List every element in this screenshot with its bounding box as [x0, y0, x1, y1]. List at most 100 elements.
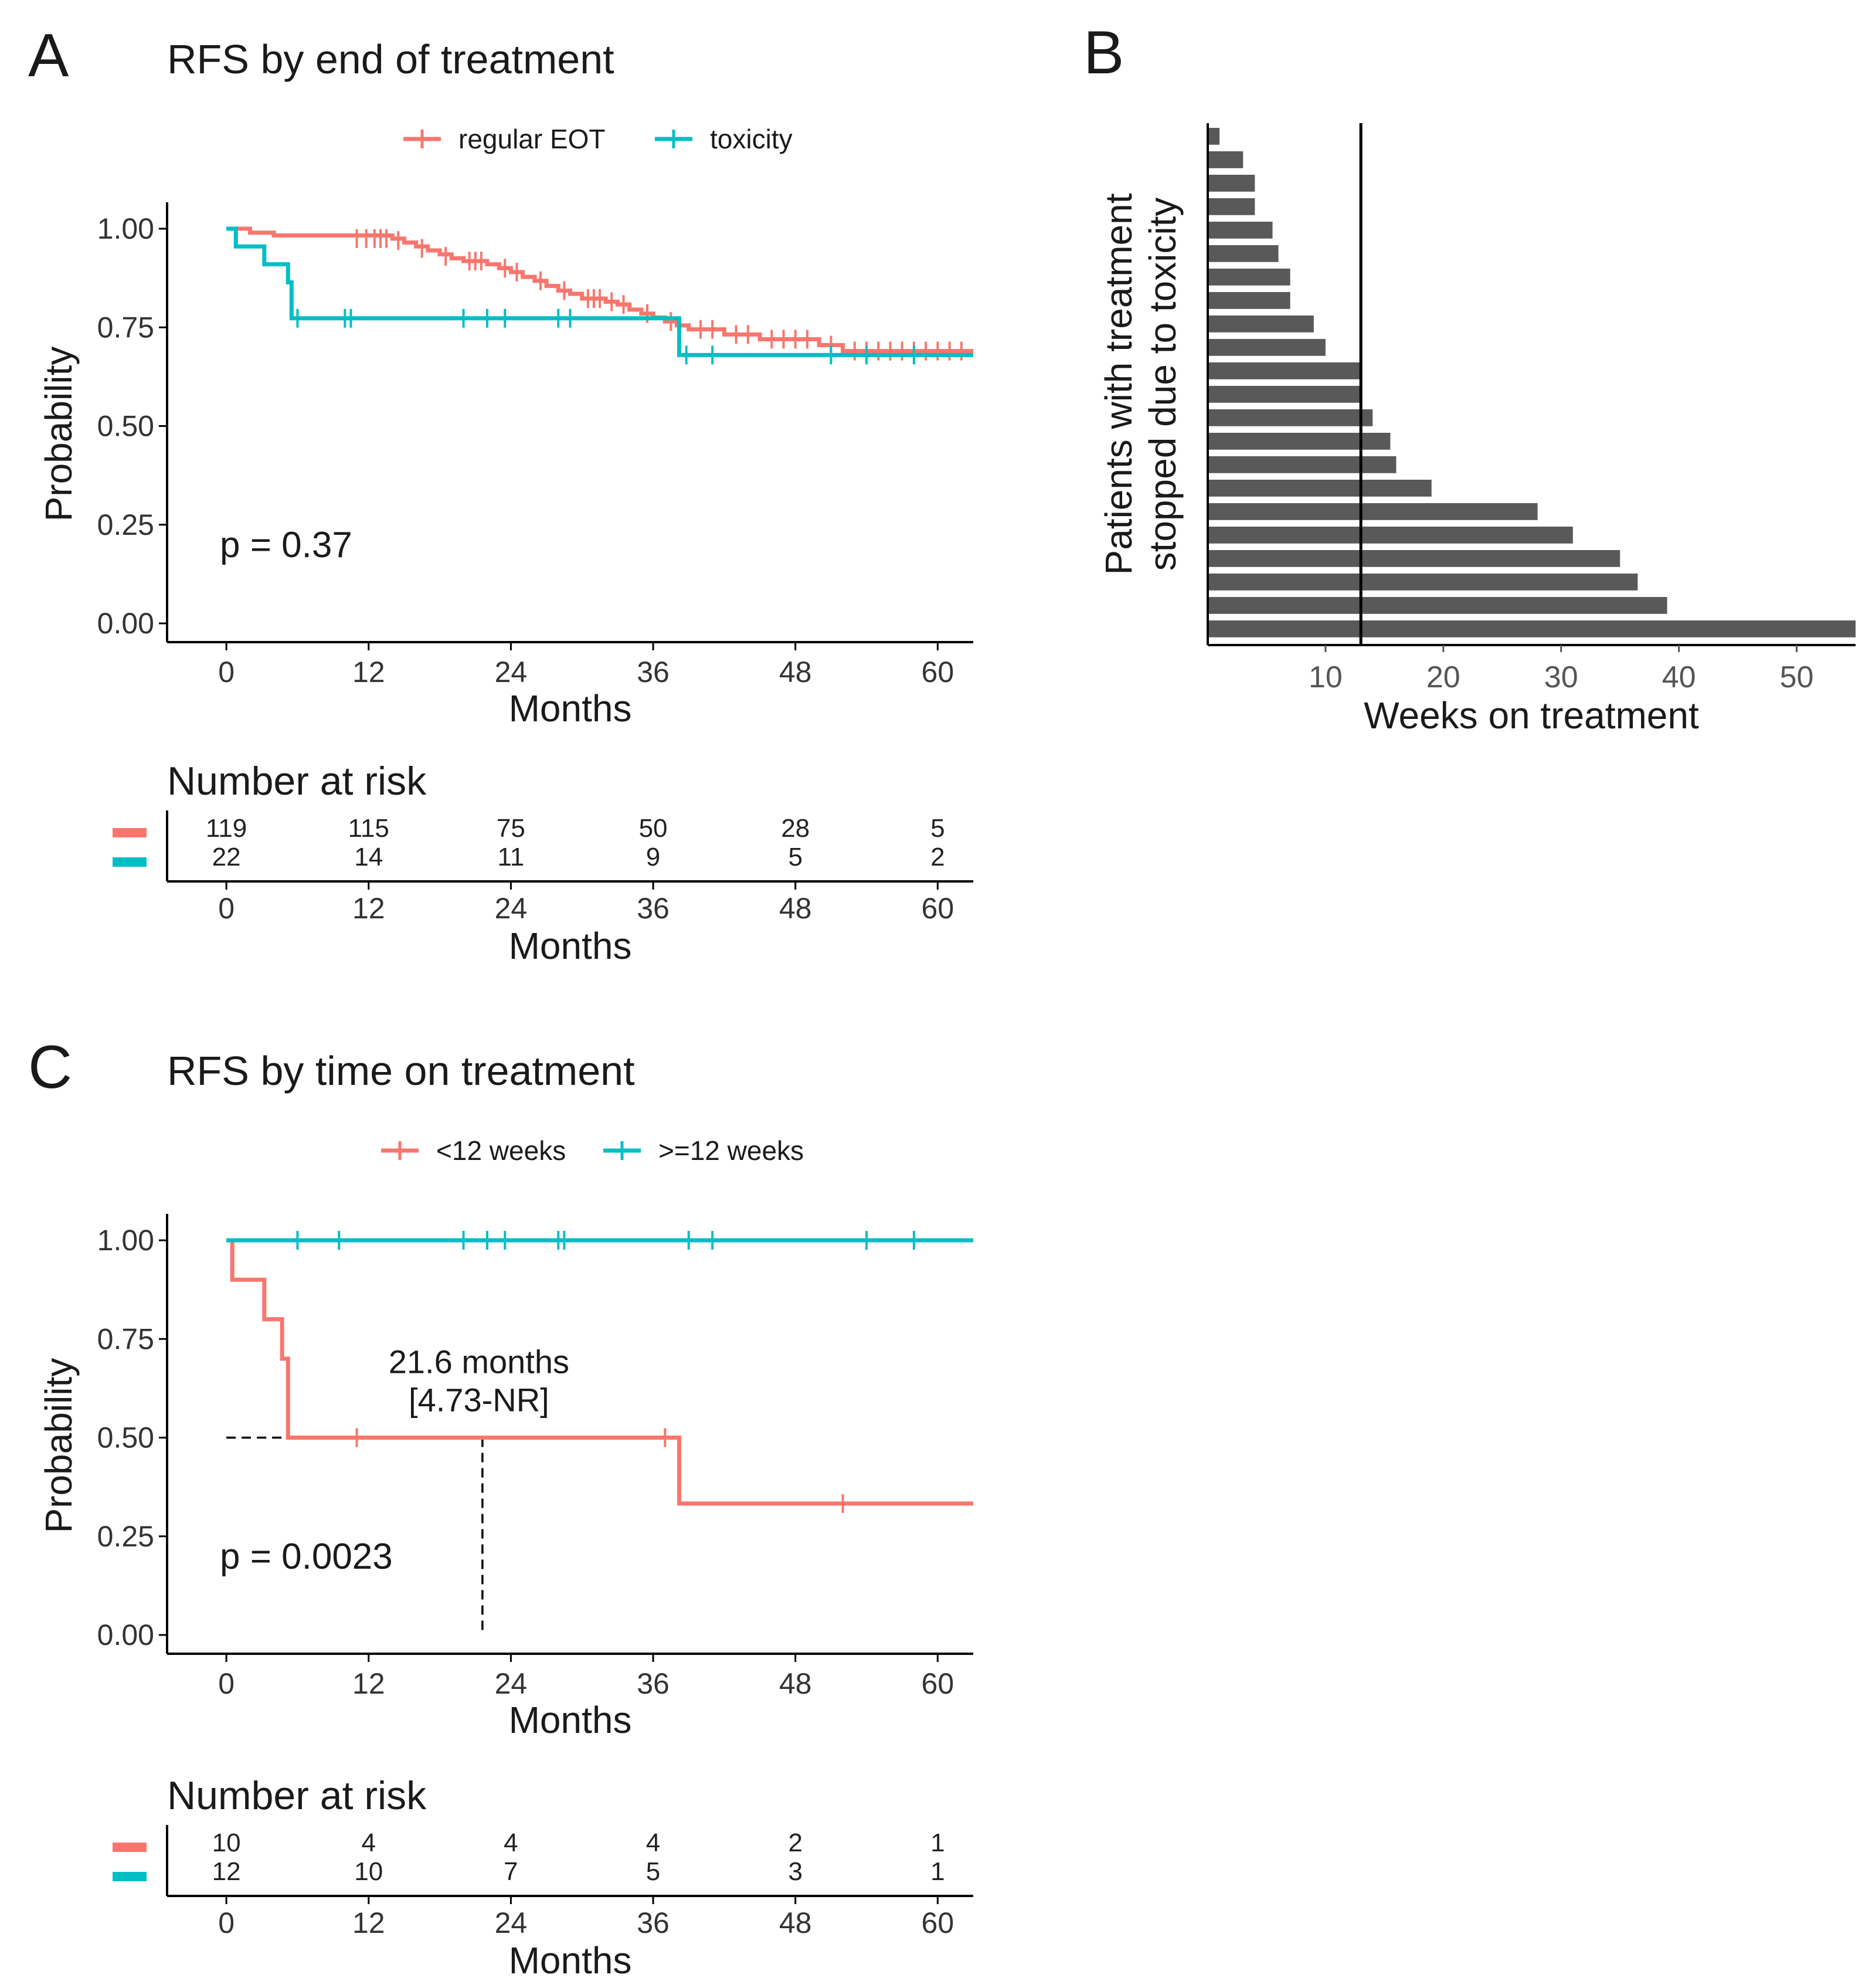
risk-x-tick-label: 60 — [922, 892, 954, 925]
bar — [1208, 386, 1361, 403]
panel-letter: C — [28, 1033, 72, 1101]
x-tick-label: 12 — [352, 656, 385, 688]
x-tick-label: 60 — [922, 1667, 954, 1700]
risk-row-key — [113, 828, 147, 837]
risk-table-title: Number at risk — [167, 759, 427, 803]
x-tick-label: 0 — [218, 656, 235, 688]
risk-count: 50 — [639, 814, 668, 843]
risk-count: 7 — [504, 1857, 518, 1886]
y-axis-title: Probability — [38, 347, 80, 522]
risk-x-axis-title: Months — [509, 1939, 632, 1982]
bar — [1208, 198, 1255, 215]
risk-x-tick-label: 24 — [495, 1906, 528, 1939]
risk-row-key — [113, 1843, 147, 1852]
x-tick-label: 50 — [1780, 660, 1814, 694]
risk-x-tick-label: 12 — [352, 892, 385, 925]
x-axis-title: Weeks on treatment — [1364, 694, 1699, 737]
risk-count: 2 — [788, 1828, 802, 1857]
risk-count: 4 — [504, 1828, 518, 1857]
risk-x-tick-label: 24 — [495, 892, 528, 925]
risk-count: 119 — [206, 814, 247, 843]
panel-a: A RFS by end of treatment regular EOT toxic… — [28, 22, 973, 967]
bar — [1208, 597, 1667, 614]
km-curve-regular-eot — [226, 226, 973, 354]
bar — [1208, 222, 1273, 239]
risk-x-tick-label: 0 — [218, 1906, 235, 1939]
x-tick-label: 48 — [779, 1667, 812, 1700]
panel-letter: A — [28, 22, 69, 90]
risk-x-tick-label: 36 — [637, 892, 670, 925]
risk-count: 22 — [212, 843, 241, 871]
bar — [1208, 527, 1573, 544]
x-tick-label: 0 — [218, 1667, 235, 1700]
risk-x-axis-title: Months — [509, 925, 632, 967]
x-tick-label: 60 — [922, 656, 954, 688]
x-tick-label: 20 — [1426, 660, 1460, 694]
bar — [1208, 620, 1856, 637]
median-ci-label: [4.73-NR] — [409, 1382, 549, 1419]
panel-title: RFS by end of treatment — [167, 36, 614, 82]
bar — [1208, 409, 1373, 426]
risk-count: 3 — [788, 1857, 802, 1886]
legend-label: regular EOT — [458, 124, 606, 154]
legend: <12 weeks >=12 weeks — [381, 1135, 804, 1166]
risk-x-tick-label: 60 — [922, 1906, 954, 1939]
risk-count: 115 — [348, 814, 389, 843]
y-tick-label: 0.50 — [97, 1422, 154, 1454]
risk-x-tick-label: 0 — [218, 892, 235, 925]
panel-letter: B — [1083, 19, 1124, 87]
p-value: p = 0.0023 — [220, 1536, 393, 1577]
bar — [1208, 362, 1361, 379]
x-tick-label: 24 — [495, 1667, 528, 1700]
y-tick-label: 0.00 — [97, 1619, 154, 1651]
bar — [1208, 503, 1538, 520]
bar — [1208, 339, 1326, 356]
legend-label: <12 weeks — [436, 1135, 566, 1166]
risk-count: 1 — [930, 1857, 945, 1886]
x-tick-label: 36 — [637, 1667, 670, 1700]
risk-count: 5 — [930, 814, 945, 843]
bar — [1208, 245, 1279, 262]
risk-x-tick-label: 48 — [779, 892, 812, 925]
bar — [1208, 550, 1620, 567]
legend-label: >=12 weeks — [658, 1135, 804, 1166]
bar — [1208, 269, 1290, 286]
y-tick-label: 0.75 — [97, 311, 154, 344]
x-tick-label: 40 — [1662, 660, 1696, 694]
risk-count: 5 — [788, 843, 802, 871]
risk-x-tick-label: 36 — [637, 1906, 670, 1939]
y-tick-label: 1.00 — [97, 1224, 154, 1257]
panel-c: C RFS by time on treatment <12 weeks >=12 w… — [28, 1033, 973, 1982]
km-curve-toxicity — [226, 226, 973, 357]
risk-count: 10 — [212, 1828, 241, 1857]
bar — [1208, 128, 1220, 145]
bar — [1208, 433, 1391, 450]
legend: regular EOT toxicity — [403, 124, 793, 154]
x-tick-label: 10 — [1309, 660, 1343, 694]
bar — [1208, 292, 1290, 309]
risk-count: 4 — [362, 1828, 376, 1857]
x-axis-title: Months — [509, 687, 632, 730]
km-curve--12-weeks — [226, 1238, 973, 1506]
risk-count: 14 — [354, 843, 383, 871]
y-tick-label: 0.25 — [97, 508, 154, 541]
y-axis-title-line-2: stopped due to toxicity — [1141, 198, 1184, 571]
panel-title: RFS by time on treatment — [167, 1048, 635, 1094]
median-label: 21.6 months — [389, 1344, 569, 1380]
risk-table-title: Number at risk — [167, 1773, 427, 1818]
legend-label: toxicity — [710, 124, 793, 154]
bar — [1208, 574, 1638, 591]
risk-count: 12 — [212, 1857, 241, 1886]
risk-count: 4 — [646, 1828, 660, 1857]
bar — [1208, 151, 1244, 168]
bar — [1208, 175, 1255, 192]
y-tick-label: 0.75 — [97, 1322, 154, 1355]
risk-row-key — [113, 1872, 147, 1881]
x-tick-label: 36 — [637, 656, 670, 688]
x-tick-label: 48 — [779, 656, 812, 688]
y-tick-label: 0.00 — [97, 607, 154, 640]
risk-count: 5 — [646, 1857, 660, 1886]
x-tick-label: 12 — [352, 1667, 385, 1700]
risk-row-key — [113, 857, 147, 867]
